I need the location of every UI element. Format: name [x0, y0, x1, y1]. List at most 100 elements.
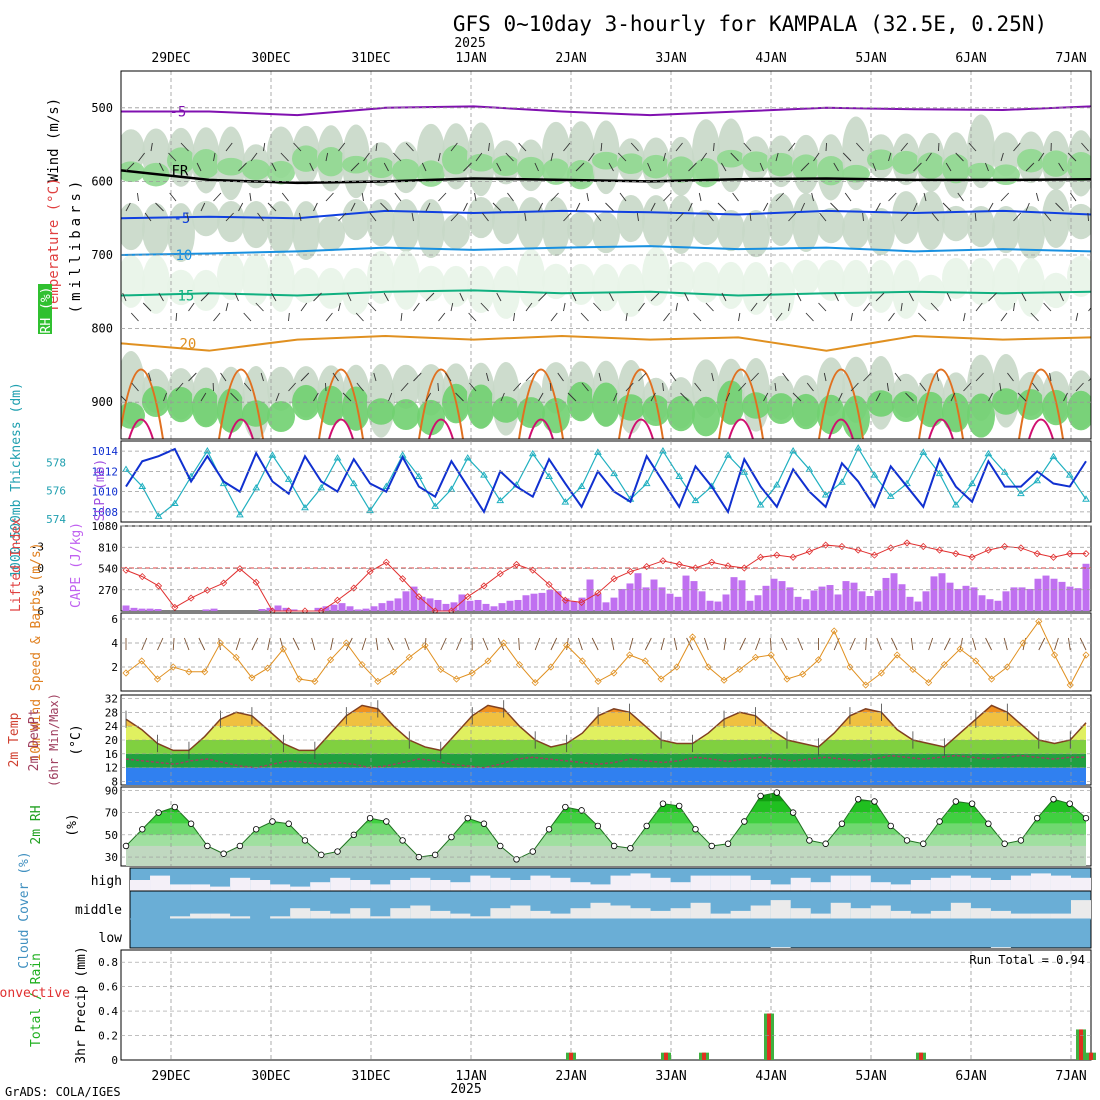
precip-bars [566, 1013, 1096, 1060]
li-mark-22 [480, 582, 488, 590]
rh-blob-28-5 [817, 394, 845, 435]
hot-arch-1 [228, 418, 254, 439]
li-mark-15 [366, 568, 374, 576]
rh-blob-26-1 [767, 152, 795, 177]
cloud-high-11 [350, 880, 371, 891]
cape-bar-42 [458, 594, 466, 611]
rh-blob-18-3 [567, 263, 595, 306]
rh-blob-29-2 [842, 207, 870, 250]
ua-barb-35-2 [563, 302, 566, 312]
rh-blob-15-2 [492, 197, 520, 245]
w10-barb-7 [235, 637, 241, 651]
cape-bar-58 [586, 579, 594, 611]
w10-mark-56 [1003, 663, 1011, 671]
w10-barb-2 [157, 637, 164, 651]
w10-mark-13 [327, 656, 335, 664]
rh-mark-44 [838, 820, 846, 827]
ua-barb-27-1 [463, 202, 468, 212]
w10-barb-16 [375, 637, 379, 651]
rh-blob-12-2 [417, 199, 445, 258]
li-mark-3 [171, 603, 179, 611]
ua-barb-14-0 [293, 142, 302, 152]
ua-barb-36-2 [571, 292, 577, 302]
slp-tick-1010: 1010 [92, 486, 119, 499]
slp-tick-1008: 1008 [92, 506, 119, 519]
cloud-mid-37 [870, 905, 891, 919]
thick-mark-56 [1033, 476, 1042, 484]
rh-blob-8-1 [317, 146, 345, 177]
cape-bar-111 [1010, 587, 1018, 611]
ua-barb-2-1 [144, 212, 152, 222]
cape-bar-30 [362, 608, 370, 611]
ua-barb-61-3 [886, 382, 889, 392]
cloud-high-23 [590, 884, 611, 891]
rh-blob-6-2 [267, 201, 295, 255]
cloud-high-33 [790, 877, 811, 891]
ua-barb-20-1 [369, 212, 377, 222]
cape-bar-91 [850, 582, 858, 611]
w10-barb-37 [704, 637, 709, 651]
rh-blob-36-1 [1017, 148, 1045, 173]
cape-tick-1080: 1080 [92, 520, 119, 533]
w10-mark-34 [657, 675, 665, 683]
rh-blob-5-3 [242, 252, 270, 306]
temp-tick-20: 20 [105, 734, 118, 747]
thick-mark-0 [122, 465, 130, 472]
rh-blob-18-5 [567, 381, 595, 422]
w10-mark-38 [720, 676, 728, 684]
li-mark-7 [236, 565, 244, 573]
w10-mark-3 [169, 663, 177, 671]
cape-bars [122, 563, 1090, 611]
cloud-mid-45 [1030, 913, 1051, 919]
ua-barb-18-0 [350, 162, 360, 172]
ua-barb-70-3 [999, 382, 1002, 392]
rh-blob-35-3 [992, 257, 1020, 311]
ua-barb-22-1 [394, 192, 402, 202]
rh-blob-13-2 [442, 213, 470, 250]
ua-barb-25-0 [438, 152, 441, 162]
rh-blob-27-3 [792, 259, 820, 296]
cloud-mid-19 [510, 905, 531, 919]
rh-blob-3-1 [192, 148, 220, 179]
w10-mark-28 [563, 641, 571, 649]
ua-barb-33-1 [538, 202, 544, 212]
thick-mark-18 [414, 472, 423, 480]
ua-barb-75-3 [1063, 392, 1068, 402]
w10-barb-8 [251, 637, 259, 651]
cape-bar-47 [498, 603, 506, 611]
rh-mark-39 [757, 792, 764, 800]
temp-band-3 [126, 726, 1086, 740]
cape-bar-1 [130, 607, 138, 611]
rh-mark-54 [1001, 840, 1008, 847]
p-tick-700: 700 [91, 248, 113, 262]
w10-barb-5 [198, 637, 206, 651]
cape-bar-24 [314, 607, 322, 611]
rh-blob-5-1 [242, 159, 270, 180]
rh-blob-31-5 [892, 391, 920, 423]
cape-bar-108 [986, 599, 994, 611]
ua-barb-7-1 [213, 192, 222, 202]
ua-barb-4-0 [168, 152, 177, 162]
hot-arch-4 [528, 418, 554, 439]
w10-tick-2: 2 [111, 661, 118, 674]
rh-mark-37 [724, 840, 732, 847]
rh-blob-30-3 [867, 259, 895, 313]
rh-blob-22-2 [667, 195, 695, 254]
cape-bar-113 [1026, 588, 1034, 611]
w10-mark-58 [1035, 617, 1043, 625]
cape-bar-18 [266, 607, 274, 611]
ua-barb-35-0 [563, 142, 571, 152]
ua-barb-39-0 [608, 162, 614, 172]
cape-bar-38 [426, 598, 434, 611]
precip-tick-0.2: 0.2 [98, 1030, 118, 1043]
rh-mark-7 [236, 842, 244, 850]
ua-barb-57-0 [833, 162, 839, 172]
ua-barb-16-1 [325, 192, 334, 202]
rh-band-1 [126, 834, 1086, 846]
rh-blob-28-1 [817, 155, 845, 186]
li-mark-35 [691, 564, 700, 572]
rh-mark-21 [464, 814, 471, 822]
li-mark-18 [415, 593, 423, 601]
w10-mark-15 [358, 661, 366, 669]
ua-barb-31-0 [505, 152, 514, 162]
